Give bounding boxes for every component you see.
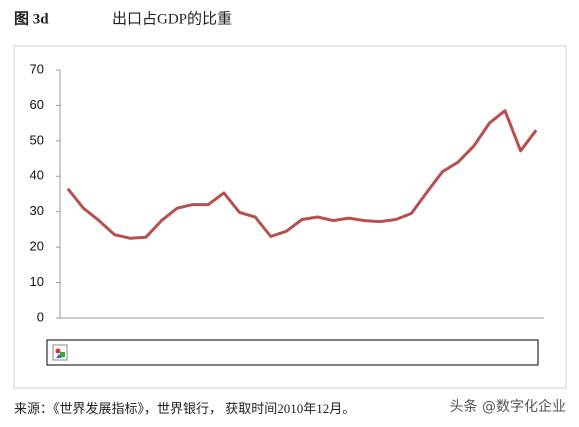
y-tick-label: 60 xyxy=(30,97,44,112)
watermark: 头条 @数字化企业 xyxy=(450,398,566,415)
legend-box xyxy=(46,339,539,366)
y-tick-label: 50 xyxy=(30,132,44,147)
y-tick-label: 10 xyxy=(30,274,44,289)
y-tick-label: 0 xyxy=(37,309,44,324)
chart-title: 出口占GDP的比重 xyxy=(112,10,232,27)
y-tick-label: 40 xyxy=(30,168,44,183)
y-tick-label: 30 xyxy=(30,203,44,218)
data-line xyxy=(66,109,538,240)
y-tick-label: 20 xyxy=(30,239,44,254)
chart-frame xyxy=(13,45,567,389)
source-note: 来源：《世界发展指标》，世界银行， 获取时间2010年12月。 xyxy=(14,401,355,416)
broken-image-icon xyxy=(52,344,68,361)
y-tick-label: 70 xyxy=(30,61,44,76)
figure-label: 图 3d xyxy=(14,10,49,27)
